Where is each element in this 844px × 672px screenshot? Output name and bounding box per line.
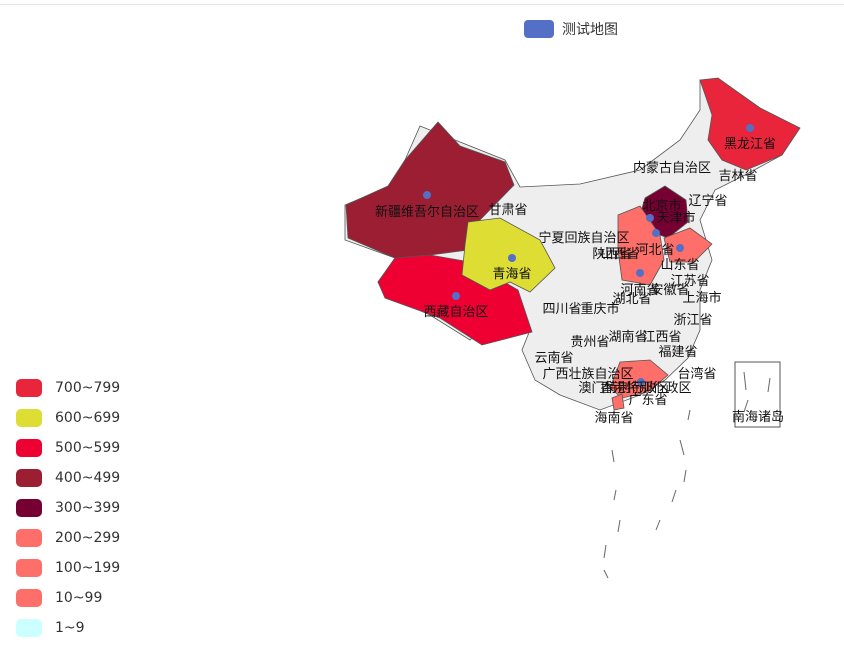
visual-map-item[interactable]: 500~599 xyxy=(16,433,120,463)
province-label: 甘肃省 xyxy=(488,203,527,218)
province-label: 山西省 xyxy=(600,247,639,262)
province-marker[interactable] xyxy=(676,244,684,252)
province-marker[interactable] xyxy=(637,378,645,386)
visual-map-label: 400~499 xyxy=(55,470,121,486)
province-label: 山东省 xyxy=(660,258,699,273)
visual-map-item[interactable]: 700~799 xyxy=(16,373,120,403)
series-legend-label[interactable]: 测试地图 xyxy=(562,22,618,38)
visual-map-label: 600~699 xyxy=(55,410,121,426)
visual-map-item[interactable]: 600~699 xyxy=(16,403,120,433)
visual-map-legend: 700~799 600~699 500~599 400~499 300~399 … xyxy=(16,373,120,643)
province-marker[interactable] xyxy=(636,269,644,277)
province-label: 西藏自治区 xyxy=(423,305,488,320)
province-marker[interactable] xyxy=(646,214,654,222)
province-label: 上海市 xyxy=(682,290,721,306)
series-legend[interactable]: 测试地图 xyxy=(524,19,618,39)
visual-map-swatch[interactable] xyxy=(16,559,42,577)
province-label: 浙江省 xyxy=(673,313,712,328)
top-divider xyxy=(0,4,844,5)
province-label: 湖北省 xyxy=(612,292,651,307)
province-label: 澳门特别行政区 xyxy=(578,380,669,396)
visual-map-label: 100~199 xyxy=(55,560,121,576)
province-label: 宁夏回族自治区 xyxy=(538,230,629,246)
visual-map-swatch[interactable] xyxy=(16,499,42,517)
province-label: 北京市 xyxy=(642,198,681,214)
visual-map-swatch[interactable] xyxy=(16,439,42,457)
series-legend-swatch[interactable] xyxy=(524,20,554,38)
province-label: 青海省 xyxy=(492,267,531,282)
province-label: 香港特别行政区 xyxy=(600,381,691,396)
visual-map-label: 700~799 xyxy=(55,380,121,396)
province-qinghai[interactable] xyxy=(461,217,556,293)
visual-map-item[interactable]: 10~99 xyxy=(16,583,120,613)
province-label: 安徽省 xyxy=(650,283,689,298)
province-label: 福建省 xyxy=(658,345,697,360)
visual-map-swatch[interactable] xyxy=(16,589,42,607)
visual-map-label: 1~9 xyxy=(55,620,85,636)
province-label: 广东省 xyxy=(628,393,667,408)
province-label: 南海诸岛 xyxy=(732,409,784,425)
province-shaanxi-henan[interactable] xyxy=(617,205,665,286)
province-label: 天津市 xyxy=(656,210,695,226)
visual-map-swatch[interactable] xyxy=(16,409,42,427)
visual-map-swatch[interactable] xyxy=(16,469,42,487)
province-label: 四川省 xyxy=(542,302,581,317)
province-hainan[interactable] xyxy=(611,393,625,411)
visual-map-swatch[interactable] xyxy=(16,529,42,547)
province-marker[interactable] xyxy=(452,292,460,300)
visual-map-swatch[interactable] xyxy=(16,619,42,637)
visual-map-label: 300~399 xyxy=(55,500,121,516)
province-label: 辽宁省 xyxy=(688,193,727,209)
province-label: 江西省 xyxy=(642,330,681,345)
province-label: 河南省 xyxy=(620,282,659,298)
province-label: 陕西省 xyxy=(592,247,631,262)
province-label: 云南省 xyxy=(534,350,573,366)
visual-map-item[interactable]: 1~9 xyxy=(16,613,120,643)
visual-map-item[interactable]: 100~199 xyxy=(16,553,120,583)
province-label: 台湾省 xyxy=(677,366,716,382)
province-marker[interactable] xyxy=(508,254,516,262)
province-label: 新疆维吾尔自治区 xyxy=(375,204,479,220)
south-china-sea-dashes xyxy=(603,371,771,579)
province-label: 黑龙江省 xyxy=(724,137,776,152)
province-label: 内蒙古自治区 xyxy=(633,160,711,176)
visual-map-item[interactable]: 200~299 xyxy=(16,523,120,553)
visual-map-label: 10~99 xyxy=(55,590,103,606)
province-marker[interactable] xyxy=(746,124,754,132)
south-china-sea-inset xyxy=(734,361,781,428)
visual-map-label: 500~599 xyxy=(55,440,121,456)
province-label: 重庆市 xyxy=(580,301,619,317)
province-label: 湖南省 xyxy=(608,329,647,345)
province-label: 吉林省 xyxy=(718,169,757,184)
province-marker[interactable] xyxy=(423,191,431,199)
province-label: 江苏省 xyxy=(670,273,709,289)
visual-map-item[interactable]: 400~499 xyxy=(16,463,120,493)
visual-map-swatch[interactable] xyxy=(16,379,42,397)
province-label: 贵州省 xyxy=(570,335,609,350)
province-marker[interactable] xyxy=(652,229,660,237)
province-label: 广西壮族自治区 xyxy=(542,366,633,382)
province-label: 河北省 xyxy=(635,243,674,258)
province-shandong[interactable] xyxy=(663,227,713,263)
visual-map-item[interactable]: 300~399 xyxy=(16,493,120,523)
province-label: 海南省 xyxy=(594,410,633,426)
visual-map-label: 200~299 xyxy=(55,530,121,546)
